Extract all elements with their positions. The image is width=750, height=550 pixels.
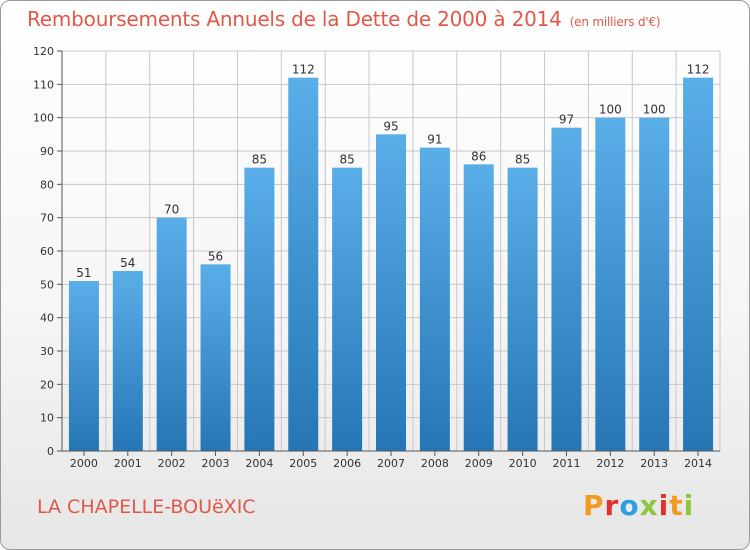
x-tick-label: 2006 [333, 457, 361, 470]
x-tick-label: 2001 [114, 457, 142, 470]
chart-title: Remboursements Annuels de la Dette de 20… [27, 7, 562, 31]
city-name: LA CHAPELLE-BOUëXIC [37, 496, 256, 518]
x-tick-label: 2005 [289, 457, 317, 470]
x-tick-label: 2013 [640, 457, 668, 470]
x-tick-label: 2010 [509, 457, 537, 470]
logo-letter: t [669, 489, 684, 522]
logo-letter: x [639, 489, 659, 522]
data-label: 86 [471, 149, 486, 163]
y-tick-label: 120 [33, 45, 54, 58]
bar [683, 77, 714, 452]
x-tick-label: 2000 [70, 457, 98, 470]
y-tick-label: 100 [33, 112, 54, 125]
bar [595, 117, 626, 452]
bar [244, 167, 275, 451]
bar [200, 264, 231, 451]
logo-letter: r [604, 489, 620, 522]
y-tick-label: 50 [40, 278, 54, 291]
y-tick-label: 30 [40, 345, 54, 358]
bar [288, 77, 319, 452]
data-label: 85 [515, 153, 530, 167]
y-tick-label: 40 [40, 312, 54, 325]
data-label: 100 [643, 103, 666, 117]
bar [156, 217, 187, 451]
chart-title-block: Remboursements Annuels de la Dette de 20… [27, 7, 661, 31]
x-tick-label: 2009 [465, 457, 493, 470]
x-tick-label: 2004 [245, 457, 273, 470]
bar [639, 117, 670, 452]
data-label: 100 [599, 103, 622, 117]
x-tick-label: 2008 [421, 457, 449, 470]
x-tick-label: 2002 [158, 457, 186, 470]
bar [332, 167, 363, 451]
data-label: 85 [252, 153, 267, 167]
logo-letter: i [658, 489, 670, 522]
data-label: 97 [559, 113, 574, 127]
bar [112, 271, 143, 451]
data-label: 56 [208, 249, 223, 263]
logo-letter: i [683, 489, 695, 522]
y-tick-label: 60 [40, 245, 54, 258]
bar [463, 164, 494, 452]
x-tick-label: 2012 [596, 457, 624, 470]
bar [376, 134, 406, 452]
bar [419, 147, 450, 451]
chart-subtitle: (en milliers d'€) [569, 15, 661, 29]
x-tick-label: 2007 [377, 457, 405, 470]
y-tick-label: 70 [40, 212, 54, 225]
data-label: 112 [687, 63, 710, 77]
proxiti-logo[interactable]: Proxiti [583, 489, 694, 522]
bar [68, 281, 99, 451]
y-tick-label: 20 [40, 378, 54, 391]
x-tick-label: 2003 [202, 457, 230, 470]
logo-letter: P [583, 489, 605, 522]
y-tick-label: 0 [47, 445, 54, 458]
bar [551, 127, 582, 452]
data-label: 95 [383, 119, 398, 133]
y-tick-label: 110 [33, 78, 54, 91]
data-label: 70 [164, 203, 179, 217]
data-label: 54 [120, 256, 135, 270]
y-tick-label: 80 [40, 178, 54, 191]
y-tick-label: 90 [40, 145, 54, 158]
data-label: 51 [76, 266, 91, 280]
y-tick-label: 10 [40, 412, 54, 425]
logo-letter: o [619, 489, 640, 522]
x-tick-label: 2011 [552, 457, 580, 470]
data-label: 91 [427, 133, 442, 147]
x-tick-label: 2014 [684, 457, 712, 470]
data-label: 112 [292, 63, 315, 77]
data-label: 85 [339, 153, 354, 167]
bar [507, 167, 538, 451]
